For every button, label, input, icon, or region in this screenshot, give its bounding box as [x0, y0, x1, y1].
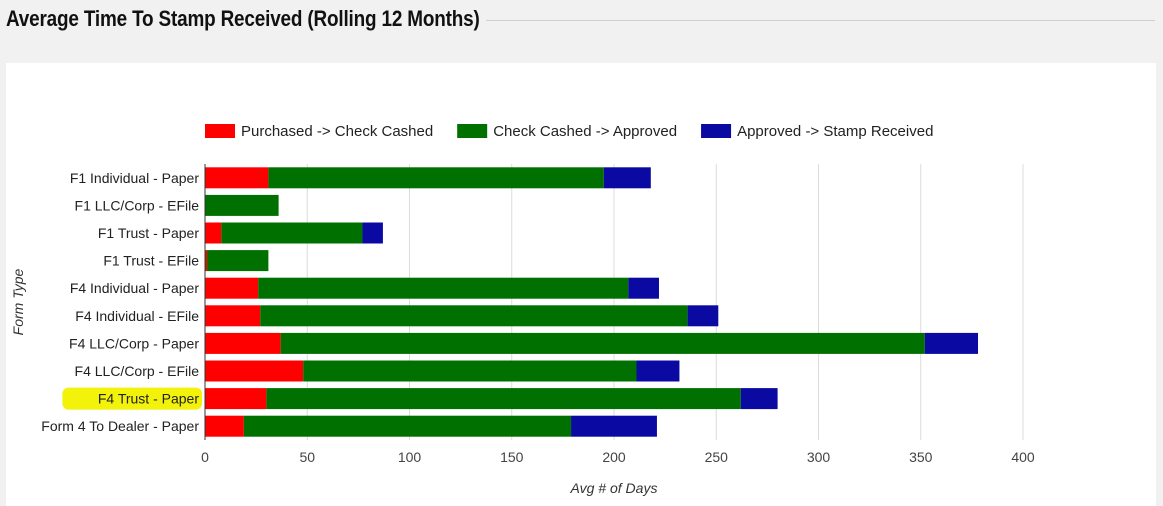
legend-swatch-2 — [457, 124, 488, 138]
bar-f4-individual-efile-series-2 — [260, 305, 688, 327]
bar-f4-llc-corp-efile-series-3 — [636, 360, 680, 382]
chart-panel: 0 50 100 150 200 250 300 350 400 F1 Individual - … — [6, 63, 1156, 506]
category-label-f1-individual-paper: F1 Individual - Paper — [70, 170, 200, 186]
bar-f4-trust-paper-series-1 — [205, 388, 267, 410]
legend-label-2: Check Cashed -> Approved — [493, 123, 677, 140]
bar-f1-trust-paper-series-1 — [205, 222, 222, 244]
bar-f1-individual-paper-series-1 — [205, 167, 269, 189]
category-label-f4-llc-corp-paper: F4 LLC/Corp - Paper — [69, 335, 199, 351]
bar-f4-llc-corp-paper-series-2 — [280, 332, 925, 354]
legend-swatch-3 — [701, 124, 732, 138]
category-highlight-marker — [62, 387, 203, 410]
category-label-f1-trust-paper: F1 Trust - Paper — [98, 225, 199, 241]
bar-f1-individual-paper-series-3 — [603, 167, 651, 189]
x-tick-label-100: 100 — [398, 449, 422, 465]
bar-f1-llc-corp-efile-series-2 — [205, 194, 279, 216]
highlight-layer — [62, 387, 203, 410]
x-tick-label-150: 150 — [500, 449, 524, 465]
x-tick-label-200: 200 — [602, 449, 626, 465]
bar-form-4-to-dealer-paper-series-3 — [571, 415, 657, 437]
bar-f1-trust-efile-series-2 — [207, 250, 269, 272]
legend: Purchased -> Check Cashed Check Cashed ->… — [205, 123, 933, 140]
x-tick-label-300: 300 — [807, 449, 831, 465]
axes: 0 50 100 150 200 250 300 350 400 F1 Individual - … — [10, 164, 1035, 496]
page-header: Average Time To Stamp Received (Rolling … — [0, 0, 1163, 48]
x-axis-title: Avg # of Days — [570, 480, 658, 496]
x-tick-label-350: 350 — [909, 449, 933, 465]
bar-f4-llc-corp-efile-series-1 — [205, 360, 304, 382]
bar-f4-trust-paper-series-3 — [740, 388, 778, 410]
bar-f1-trust-efile-series-1 — [205, 250, 208, 272]
category-label-form-4-to-dealer-paper: Form 4 To Dealer - Paper — [41, 418, 199, 434]
bar-f4-llc-corp-paper-series-3 — [924, 332, 979, 354]
legend-label-1: Purchased -> Check Cashed — [241, 123, 433, 140]
y-axis-title: Form Type — [10, 268, 26, 335]
legend-swatch-1 — [205, 124, 235, 138]
bar-f4-individual-paper-series-3 — [628, 277, 659, 299]
title-divider — [486, 20, 1155, 21]
category-label-f4-individual-efile: F4 Individual - EFile — [75, 308, 199, 324]
x-tick-label-0: 0 — [201, 449, 209, 465]
bar-f1-trust-paper-series-2 — [221, 222, 363, 244]
bar-f4-individual-paper-series-2 — [258, 277, 629, 299]
bar-f4-llc-corp-paper-series-1 — [205, 332, 281, 354]
category-label-f1-llc-corp-efile: F1 LLC/Corp - EFile — [75, 197, 200, 213]
stacked-bar-chart: 0 50 100 150 200 250 300 350 400 F1 Individual - … — [10, 123, 1035, 496]
category-label-f1-trust-efile: F1 Trust - EFile — [103, 253, 199, 269]
bar-f4-llc-corp-efile-series-2 — [303, 360, 637, 382]
bar-f1-trust-paper-series-3 — [362, 222, 383, 244]
category-label-f4-individual-paper: F4 Individual - Paper — [70, 280, 200, 296]
category-label-f4-trust-paper: F4 Trust - Paper — [98, 391, 199, 407]
bar-f1-individual-paper-series-2 — [268, 167, 604, 189]
bar-f4-individual-paper-series-1 — [205, 277, 259, 299]
bars — [205, 167, 979, 437]
x-tick-label-50: 50 — [299, 449, 315, 465]
bar-form-4-to-dealer-paper-series-1 — [205, 415, 244, 437]
page-title: Average Time To Stamp Received (Rolling … — [6, 6, 480, 31]
x-tick-label-250: 250 — [705, 449, 729, 465]
legend-label-3: Approved -> Stamp Received — [737, 123, 933, 140]
category-label-f4-llc-corp-efile: F4 LLC/Corp - EFile — [75, 363, 200, 379]
bar-form-4-to-dealer-paper-series-2 — [243, 415, 572, 437]
bar-f4-trust-paper-series-2 — [266, 388, 741, 410]
x-tick-label-400: 400 — [1011, 449, 1035, 465]
bar-f4-individual-efile-series-3 — [687, 305, 719, 327]
bar-f4-individual-efile-series-1 — [205, 305, 261, 327]
grid-lines — [306, 164, 1024, 440]
